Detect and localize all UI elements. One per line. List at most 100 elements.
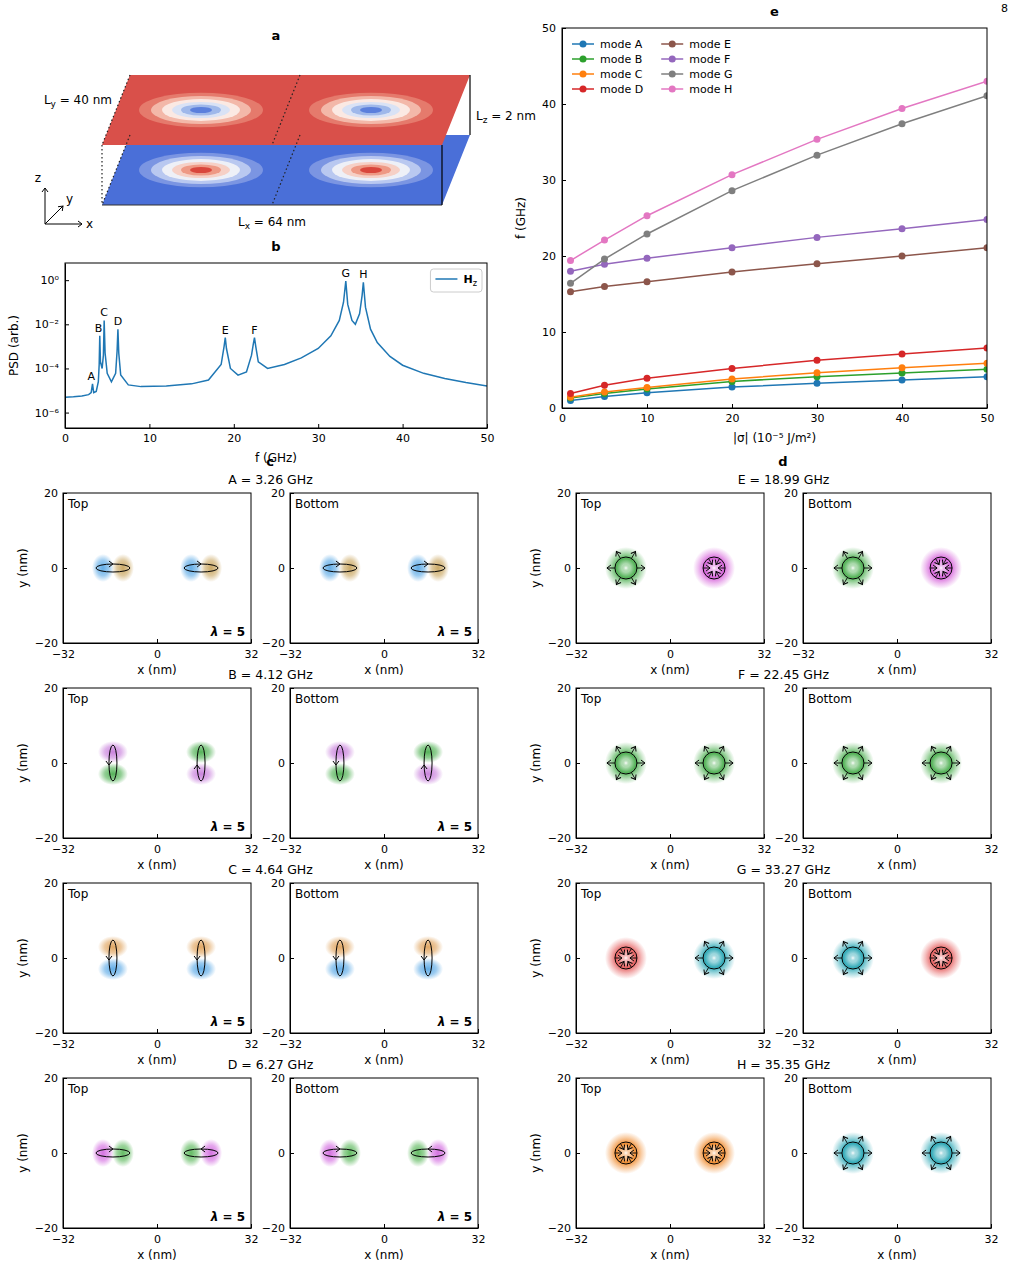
y-axis-title: y (nm): [16, 1133, 30, 1173]
arrowhead: [619, 1155, 626, 1161]
arrowhead: [336, 561, 340, 567]
tick-label: 0: [667, 843, 674, 856]
tick-label: 20: [557, 1072, 571, 1085]
page-number: 8: [1001, 2, 1008, 15]
mode-chart: D = 6.27 GHz−32032−20020Topλ = 5x (nm)y …: [16, 1057, 486, 1262]
tick-mark: [576, 1078, 580, 1079]
tick: 32: [985, 834, 999, 856]
tick-mark: [576, 493, 580, 494]
tick: 20: [557, 682, 580, 695]
plot-frame: [290, 1078, 478, 1228]
tick-mark: [803, 958, 807, 959]
tick: 32: [985, 639, 999, 661]
plot-frame: [290, 883, 478, 1033]
tick: 0: [564, 757, 580, 770]
y-axis: −20020: [548, 1072, 580, 1235]
plot-frame: [63, 493, 251, 643]
layer-label: Top: [580, 1082, 601, 1096]
tick-mark: [384, 1224, 385, 1228]
tick-mark: [670, 1224, 671, 1228]
y-axis-title: y (nm): [16, 743, 30, 783]
axis-line: [563, 408, 988, 409]
tick: 10: [641, 404, 655, 425]
arrowhead: [424, 561, 428, 567]
plot-frame: [803, 1078, 991, 1228]
tick-mark: [562, 28, 566, 29]
x-axis-title: x (nm): [877, 858, 917, 872]
tick-mark: [478, 1224, 479, 1228]
x-axis: −32032: [279, 834, 486, 856]
tick: 32: [758, 1224, 772, 1246]
point: [984, 78, 988, 85]
orbit: [411, 564, 445, 572]
point: [814, 152, 821, 159]
layer-label: Bottom: [808, 1082, 852, 1096]
tick-mark: [478, 1029, 479, 1033]
peak-label: A: [87, 370, 95, 383]
mode-panel: −32032−20020Topx (nm)y (nm): [529, 877, 772, 1067]
x-axis: −32032: [52, 1029, 259, 1051]
tick-label: 0: [667, 648, 674, 661]
tick-mark: [251, 639, 252, 643]
tick-mark: [63, 763, 67, 764]
tick: 20: [557, 877, 580, 890]
chart-title: H = 35.35 GHz: [737, 1057, 831, 1072]
axis-line: [804, 838, 992, 839]
tick-label: 50: [542, 22, 556, 35]
tick-label: 32: [472, 1233, 486, 1246]
arrowhead: [946, 1135, 953, 1141]
arrowhead: [834, 565, 838, 571]
layer-label: Bottom: [808, 497, 852, 511]
arrowhead: [841, 550, 848, 556]
layer-label: Top: [580, 887, 601, 901]
contour: [309, 153, 433, 188]
y-axis: 01020304050: [542, 22, 566, 415]
tick-label: 32: [758, 843, 772, 856]
x-axis-title: f (GHz): [255, 451, 297, 465]
legend-label: mode B: [600, 53, 642, 66]
tick-mark: [987, 404, 988, 408]
tick-label: −20: [35, 1027, 58, 1040]
tick-mark: [251, 1029, 252, 1033]
arrowhead: [729, 955, 733, 961]
chart-title: C = 4.64 GHz: [228, 862, 313, 877]
arrowhead: [841, 745, 848, 751]
tick-mark: [991, 1029, 992, 1033]
axis-line: [804, 1033, 992, 1034]
arrowhead: [707, 1155, 714, 1161]
mode-lobe: [186, 741, 216, 763]
tick: 30: [542, 174, 566, 187]
tick: 0: [791, 562, 807, 575]
tick: 0: [564, 1147, 580, 1160]
tick: 20: [557, 487, 580, 500]
lambda-label: λ = 5: [210, 820, 245, 834]
tick-mark: [65, 413, 69, 414]
layer-label: Top: [67, 1082, 88, 1096]
tick-label: 40: [396, 432, 410, 445]
arrowhead: [719, 774, 726, 780]
point: [601, 382, 608, 389]
arrowhead: [707, 570, 714, 576]
tick-label: 0: [667, 1233, 674, 1246]
tick-label: 20: [44, 487, 58, 500]
legend-label: mode F: [689, 53, 730, 66]
mode-ring: [832, 742, 874, 784]
tick-mark: [63, 688, 67, 689]
axis-arrow: [45, 206, 63, 224]
legend-label: Hz: [463, 273, 477, 288]
x-axis: 01020304050: [62, 424, 495, 445]
x-axis-title: x (nm): [650, 1053, 690, 1067]
arrowhead: [625, 960, 632, 966]
tick-label: 0: [559, 412, 566, 425]
point: [567, 268, 574, 275]
tick-mark: [902, 404, 903, 408]
arrowhead: [934, 950, 941, 956]
tick: 0: [381, 834, 388, 856]
y-axis: −20020: [775, 682, 807, 845]
y-axis: −20020: [262, 1072, 294, 1235]
axis-line: [64, 643, 252, 644]
tick-label: 0: [154, 1038, 161, 1051]
tick: 32: [758, 1029, 772, 1051]
contour: [190, 107, 212, 113]
point: [601, 283, 608, 290]
